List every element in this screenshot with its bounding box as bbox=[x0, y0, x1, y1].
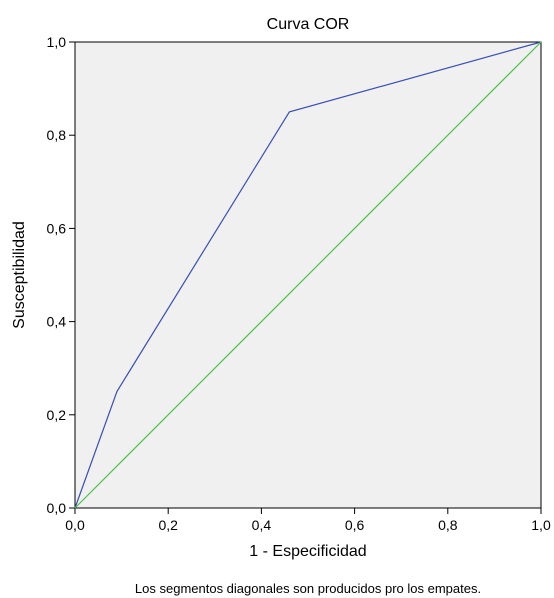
y-axis-title: Susceptibilidad bbox=[11, 221, 28, 329]
y-tick-label: 1,0 bbox=[47, 34, 67, 50]
x-axis: 0,0 0,2 0,4 0,6 0,8 1,0 bbox=[65, 508, 551, 533]
x-tick-label: 0,6 bbox=[345, 517, 365, 533]
y-tick-label: 0,8 bbox=[47, 127, 67, 143]
reference-diagonal-line bbox=[74, 41, 542, 509]
y-axis: 0,0 0,2 0,4 0,6 0,8 1,0 bbox=[47, 34, 75, 516]
x-axis-title: 1 - Especificidad bbox=[249, 543, 366, 560]
y-tick-label: 0,0 bbox=[47, 500, 67, 516]
x-tick-label: 0,0 bbox=[65, 517, 85, 533]
roc-curve-line bbox=[74, 41, 542, 509]
chart-title: Curva COR bbox=[267, 16, 350, 33]
y-tick-label: 0,2 bbox=[47, 407, 67, 423]
x-tick-label: 0,2 bbox=[158, 517, 178, 533]
y-tick-label: 0,6 bbox=[47, 220, 67, 236]
x-tick-label: 0,4 bbox=[252, 517, 272, 533]
series-layer bbox=[74, 41, 542, 509]
chart-footnote: Los segmentos diagonales son producidos … bbox=[135, 581, 481, 596]
y-tick-label: 0,4 bbox=[47, 314, 67, 330]
x-tick-label: 0,8 bbox=[438, 517, 458, 533]
x-tick-label: 1,0 bbox=[531, 517, 551, 533]
